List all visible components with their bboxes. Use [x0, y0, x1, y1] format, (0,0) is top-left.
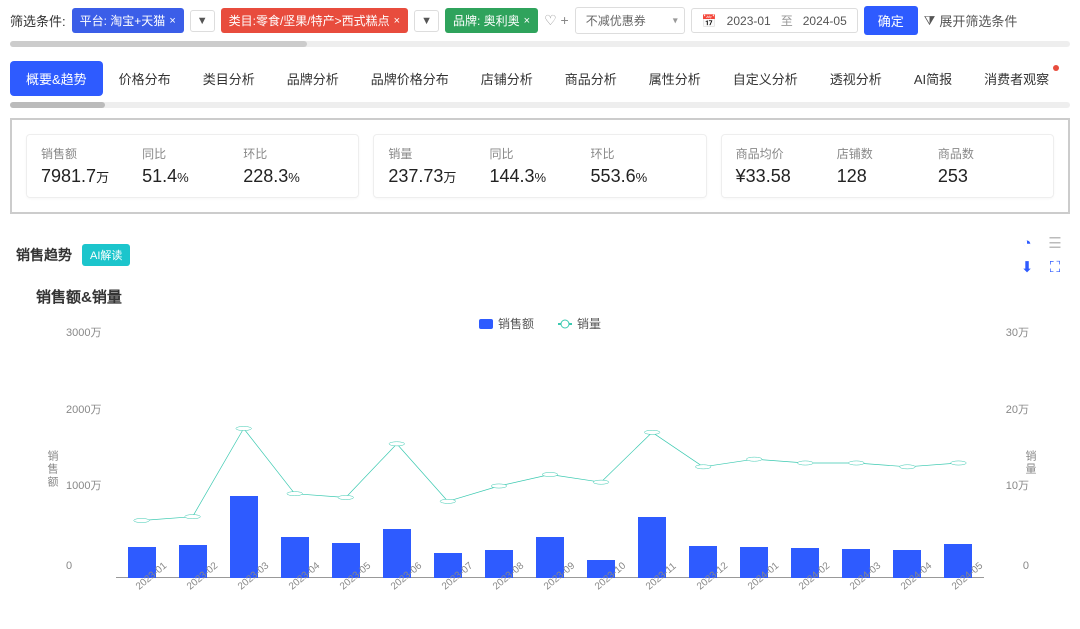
y-tick-left: 2000万 [66, 401, 101, 417]
chart-toolbar: ◔ ☰ ⬇ ⛶ [1018, 234, 1064, 276]
line-point[interactable] [440, 499, 456, 503]
metric-value: 237.73万 [388, 166, 489, 187]
metric-label: 同比 [142, 145, 243, 162]
tab-海外电[interactable]: 海外电 [1065, 61, 1080, 96]
metric-card-misc: 商品均价 ¥33.58店铺数 128商品数 253 [721, 134, 1054, 198]
y-axis-right-label: 销量 [1022, 450, 1038, 476]
line-point[interactable] [134, 518, 150, 522]
legend-line[interactable]: 销量 [558, 315, 601, 332]
y-tick-left: 0 [66, 560, 72, 572]
line-point[interactable] [185, 515, 201, 519]
metric-value: 228.3% [243, 166, 344, 187]
filter-label: 筛选条件: [10, 11, 66, 30]
metric-value: 553.6% [591, 166, 692, 187]
line-point[interactable] [695, 465, 711, 469]
y-axis-left-label: 销售额 [44, 450, 60, 489]
metric-value: 128 [837, 166, 938, 187]
metric-label: 销售额 [41, 145, 142, 162]
metric-value: 253 [938, 166, 1039, 187]
platform-tag[interactable]: 平台: 淘宝+天猫× [72, 8, 184, 33]
metric-label: 店铺数 [837, 145, 938, 162]
metric-label: 商品均价 [736, 145, 837, 162]
section-title: 销售趋势 [16, 245, 72, 265]
tab-品牌价格分布[interactable]: 品牌价格分布 [355, 61, 465, 96]
line-point[interactable] [542, 472, 558, 476]
confirm-button[interactable]: 确定 [864, 6, 918, 35]
y-tick-right: 20万 [1006, 401, 1029, 417]
metric-label: 销量 [388, 145, 489, 162]
calendar-icon: 📅 [702, 14, 717, 28]
line-point[interactable] [849, 461, 865, 465]
legend-bar[interactable]: 销售额 [479, 315, 534, 332]
date-end: 2024-05 [803, 14, 847, 28]
category-tag[interactable]: 类目:零食/坚果/特产>西式糕点× [221, 8, 408, 33]
chart-plot: 01000万2000万3000万010万20万30万2023-012023-02… [116, 348, 984, 578]
date-range[interactable]: 📅 2023-01 至 2024-05 [691, 8, 858, 33]
close-icon[interactable]: × [394, 15, 400, 27]
y-tick-right: 30万 [1006, 324, 1029, 340]
metric-label: 同比 [489, 145, 590, 162]
fullscreen-icon[interactable]: ⛶ [1046, 258, 1064, 276]
tab-透视分析[interactable]: 透视分析 [814, 61, 898, 96]
download-icon[interactable]: ⬇ [1018, 258, 1036, 276]
coupon-select[interactable]: 不减优惠券 [575, 7, 685, 34]
favorite-icon[interactable]: ♡ + [544, 12, 569, 29]
chart-legend: 销售额 销量 [16, 315, 1064, 332]
ai-interpret-button[interactable]: AI解读 [82, 244, 130, 266]
y-tick-left: 1000万 [66, 477, 101, 493]
date-sep: 至 [781, 12, 793, 29]
line-point[interactable] [491, 484, 507, 488]
line-point[interactable] [900, 465, 916, 469]
metric-value: 7981.7万 [41, 166, 142, 187]
filter-scrollbar[interactable] [10, 41, 1070, 47]
metric-card-volume: 销量 237.73万同比 144.3%环比 553.6% [373, 134, 706, 198]
dropdown-icon[interactable]: ▼ [414, 10, 439, 32]
line-point[interactable] [338, 495, 354, 499]
filter-icon: ⧩ [924, 13, 936, 29]
line-point[interactable] [797, 461, 813, 465]
metric-value: ¥33.58 [736, 166, 837, 187]
line-point[interactable] [746, 457, 762, 461]
metric-label: 环比 [243, 145, 344, 162]
metric-card-sales: 销售额 7981.7万同比 51.4%环比 228.3% [26, 134, 359, 198]
metric-value: 144.3% [489, 166, 590, 187]
bar[interactable] [230, 496, 258, 578]
list-view-icon[interactable]: ☰ [1046, 234, 1064, 252]
notification-dot [1053, 65, 1059, 71]
metric-value: 51.4% [142, 166, 243, 187]
expand-filters[interactable]: ⧩展开筛选条件 [924, 11, 1018, 30]
y-tick-left: 3000万 [66, 324, 101, 340]
metric-label: 商品数 [938, 145, 1039, 162]
tab-店铺分析[interactable]: 店铺分析 [465, 61, 549, 96]
tab-AI简报[interactable]: AI简报 [898, 61, 968, 96]
close-icon[interactable]: × [524, 15, 530, 27]
tab-自定义分析[interactable]: 自定义分析 [717, 61, 814, 96]
tab-scrollbar[interactable] [10, 102, 1070, 108]
brand-tag[interactable]: 品牌: 奥利奥× [445, 8, 538, 33]
tab-品牌分析[interactable]: 品牌分析 [271, 61, 355, 96]
tab-类目分析[interactable]: 类目分析 [187, 61, 271, 96]
y-tick-right: 10万 [1006, 477, 1029, 493]
pie-view-icon[interactable]: ◔ [1018, 234, 1036, 252]
close-icon[interactable]: × [169, 15, 175, 27]
tab-属性分析[interactable]: 属性分析 [633, 61, 717, 96]
tab-消费者观察[interactable]: 消费者观察 [968, 61, 1065, 96]
line-point[interactable] [287, 492, 303, 496]
line-point[interactable] [389, 442, 405, 446]
date-start: 2023-01 [727, 14, 771, 28]
tab-概要&趋势[interactable]: 概要&趋势 [10, 61, 103, 96]
tab-价格分布[interactable]: 价格分布 [103, 61, 187, 96]
y-tick-right: 0 [1023, 560, 1029, 572]
line-point[interactable] [593, 480, 609, 484]
chart-subtitle: 销售额&销量 [36, 286, 1064, 307]
metric-label: 环比 [591, 145, 692, 162]
line-point[interactable] [236, 426, 252, 430]
dropdown-icon[interactable]: ▼ [190, 10, 215, 32]
line-point[interactable] [951, 461, 967, 465]
line-point[interactable] [644, 430, 660, 434]
tab-商品分析[interactable]: 商品分析 [549, 61, 633, 96]
